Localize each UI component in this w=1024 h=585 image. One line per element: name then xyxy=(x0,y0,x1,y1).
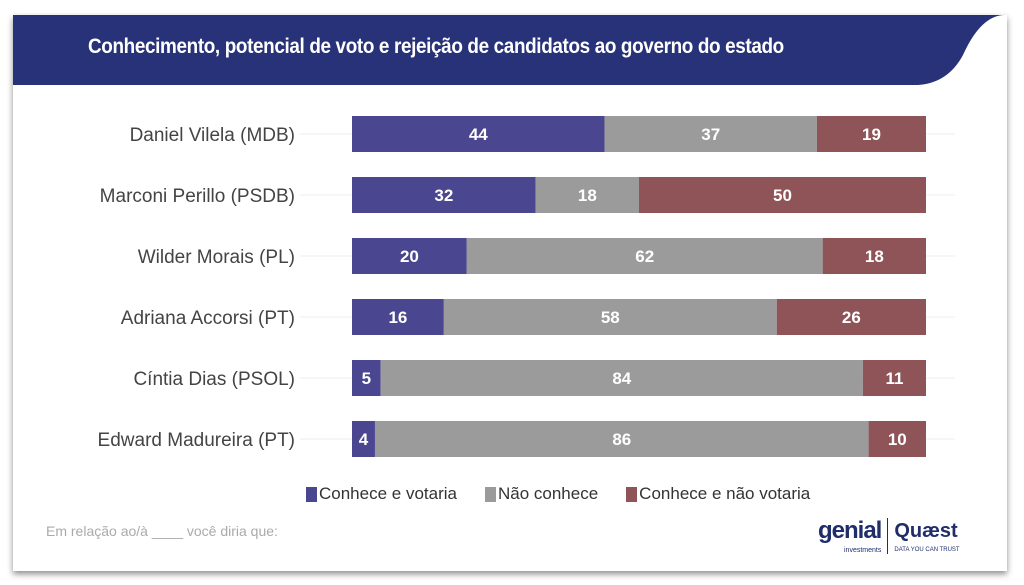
data-label: 10 xyxy=(888,430,907,449)
question-note: Em relação ao/à ____ você diria que: xyxy=(46,523,278,539)
data-label: 84 xyxy=(612,369,631,388)
chart-title: Conhecimento, potencial de voto e rejeiç… xyxy=(88,35,784,58)
bar-segment xyxy=(352,421,375,457)
legend-item: Conhece e não votaria xyxy=(626,484,810,504)
quaest-logo-subtitle: DATA YOU CAN TRUST xyxy=(894,547,960,553)
legend-label: Não conhece xyxy=(497,484,599,503)
data-label: 37 xyxy=(701,125,720,144)
bar-segment xyxy=(466,238,823,274)
bar-segment xyxy=(352,177,536,213)
bar-segment xyxy=(352,299,444,335)
data-label: 4 xyxy=(359,430,369,449)
bar-segment xyxy=(816,116,926,152)
logo-divider xyxy=(887,518,889,554)
bar-segment xyxy=(535,177,639,213)
data-label: 32 xyxy=(434,186,453,205)
legend-label: Conhece e não votaria xyxy=(639,484,811,503)
chart-card xyxy=(13,15,1007,571)
bar-segment xyxy=(352,360,381,396)
category-label: Wilder Morais (PL) xyxy=(138,247,295,268)
category-label: Edward Madureira (PT) xyxy=(98,430,295,451)
data-label: 20 xyxy=(400,247,419,266)
bar-segment xyxy=(639,177,926,213)
genial-logo: genial investments xyxy=(818,517,882,555)
bar-segment xyxy=(862,360,926,396)
legend-item: Não conhece xyxy=(484,484,599,504)
logos: genial investments Quæst DATA YOU CAN TRUS… xyxy=(818,518,960,555)
bar-segment xyxy=(443,299,777,335)
legend-item: Conhece e votaria xyxy=(306,484,457,504)
data-label: 50 xyxy=(773,186,792,205)
data-label: 5 xyxy=(362,369,371,388)
genial-logo-text: genial xyxy=(818,517,882,544)
category-label: Cíntia Dias (PSOL) xyxy=(133,369,295,390)
bar-segment xyxy=(352,238,467,274)
category-label: Marconi Perillo (PSDB) xyxy=(100,186,295,207)
legend-swatch xyxy=(484,486,496,502)
data-label: 62 xyxy=(635,247,654,266)
bar-segment xyxy=(822,238,926,274)
bar-segment xyxy=(352,116,605,152)
legend-label: Conhece e votaria xyxy=(319,484,457,503)
quaest-logo-text: Quæst xyxy=(894,520,958,542)
title-banner xyxy=(13,15,1005,85)
data-label: 19 xyxy=(862,125,881,144)
data-label: 16 xyxy=(388,308,407,327)
genial-logo-subtitle: investments xyxy=(844,547,882,554)
data-label: 26 xyxy=(842,308,861,327)
data-label: 86 xyxy=(612,430,631,449)
legend-swatch xyxy=(626,486,638,502)
data-label: 18 xyxy=(578,186,597,205)
legend-swatch xyxy=(306,486,317,502)
data-label: 44 xyxy=(469,125,488,144)
bar-segment xyxy=(604,116,817,152)
bar-segment xyxy=(374,421,869,457)
category-label: Adriana Accorsi (PT) xyxy=(121,308,295,329)
data-label: 18 xyxy=(865,247,884,266)
bar-segment xyxy=(776,299,926,335)
data-label: 11 xyxy=(885,369,903,388)
bar-segment xyxy=(868,421,926,457)
bar-segment xyxy=(380,360,863,396)
legend: Conhece e votaria Não conhece Conhece e … xyxy=(306,484,810,504)
data-label: 58 xyxy=(601,308,620,327)
quaest-logo: Quæst DATA YOU CAN TRUST xyxy=(894,518,959,555)
category-label: Daniel Vilela (MDB) xyxy=(130,125,295,146)
